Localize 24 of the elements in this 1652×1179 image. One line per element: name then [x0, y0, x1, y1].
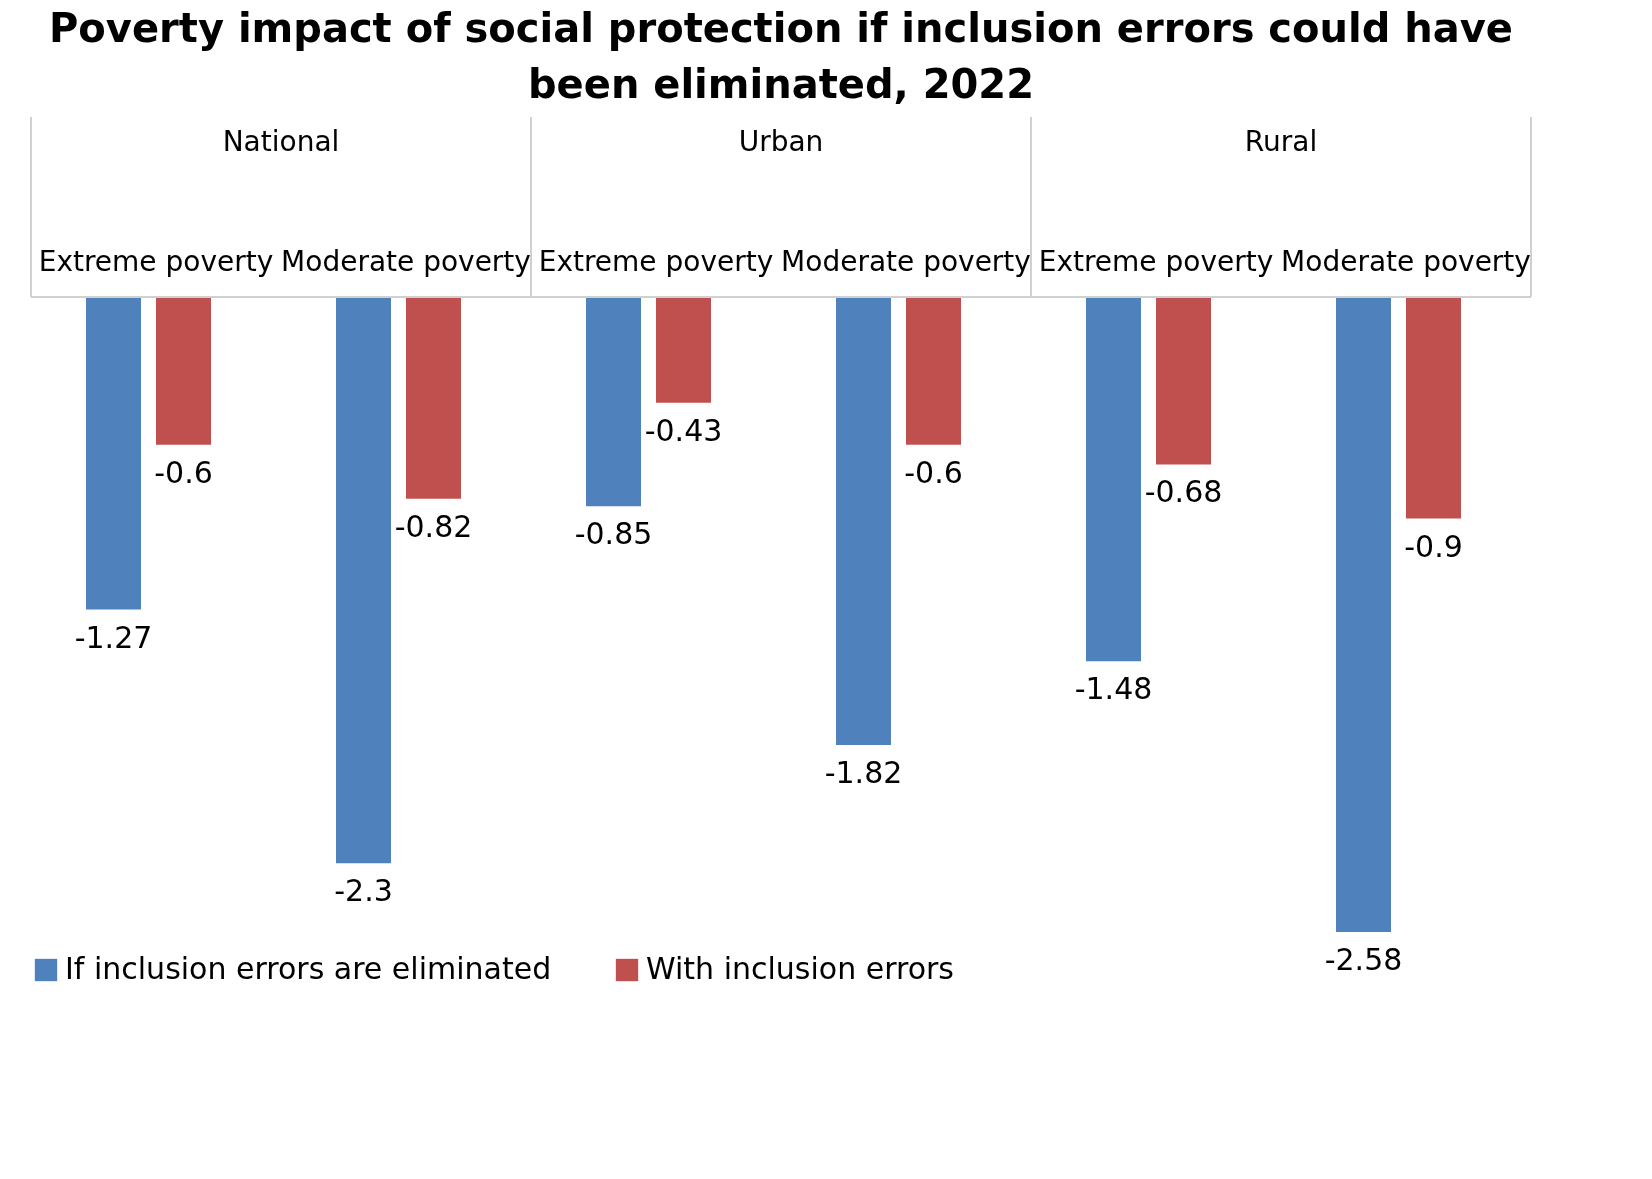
text: Urban — [738, 125, 824, 158]
x-tick-label: Extreme poverty — [1038, 245, 1274, 278]
legend-label: With inclusion errors — [646, 951, 954, 986]
data-label: -1.27 — [74, 619, 153, 655]
x-tick-label: Extreme poverty — [538, 245, 774, 278]
data-label: -0.6 — [154, 454, 213, 490]
text: National — [222, 125, 340, 158]
data-label: -0.9 — [1404, 528, 1463, 564]
data-label: -1.82 — [824, 755, 903, 790]
x-tick-label: Moderate poverty — [1281, 245, 1531, 278]
legend-label: If inclusion errors are eliminated — [65, 951, 552, 986]
x-tick-label: Moderate poverty — [781, 245, 1031, 278]
data-label: -1.48 — [1074, 671, 1153, 707]
data-label: -2.58 — [1324, 942, 1403, 978]
data-label: -0.82 — [394, 508, 473, 544]
data-label: -2.3 — [334, 873, 393, 909]
data-label: -0.85 — [574, 516, 653, 552]
data-label: -0.68 — [1144, 474, 1223, 510]
x-tick-label: Moderate poverty — [281, 245, 531, 278]
text: Rural — [1244, 125, 1318, 158]
chart-title: Poverty impact of social protection if inclusion errors could have been eliminated, 2022 — [49, 5, 1513, 107]
x-tick-label: Extreme poverty — [38, 245, 274, 278]
data-label: -0.43 — [644, 412, 723, 448]
data-label: -0.6 — [904, 454, 963, 490]
